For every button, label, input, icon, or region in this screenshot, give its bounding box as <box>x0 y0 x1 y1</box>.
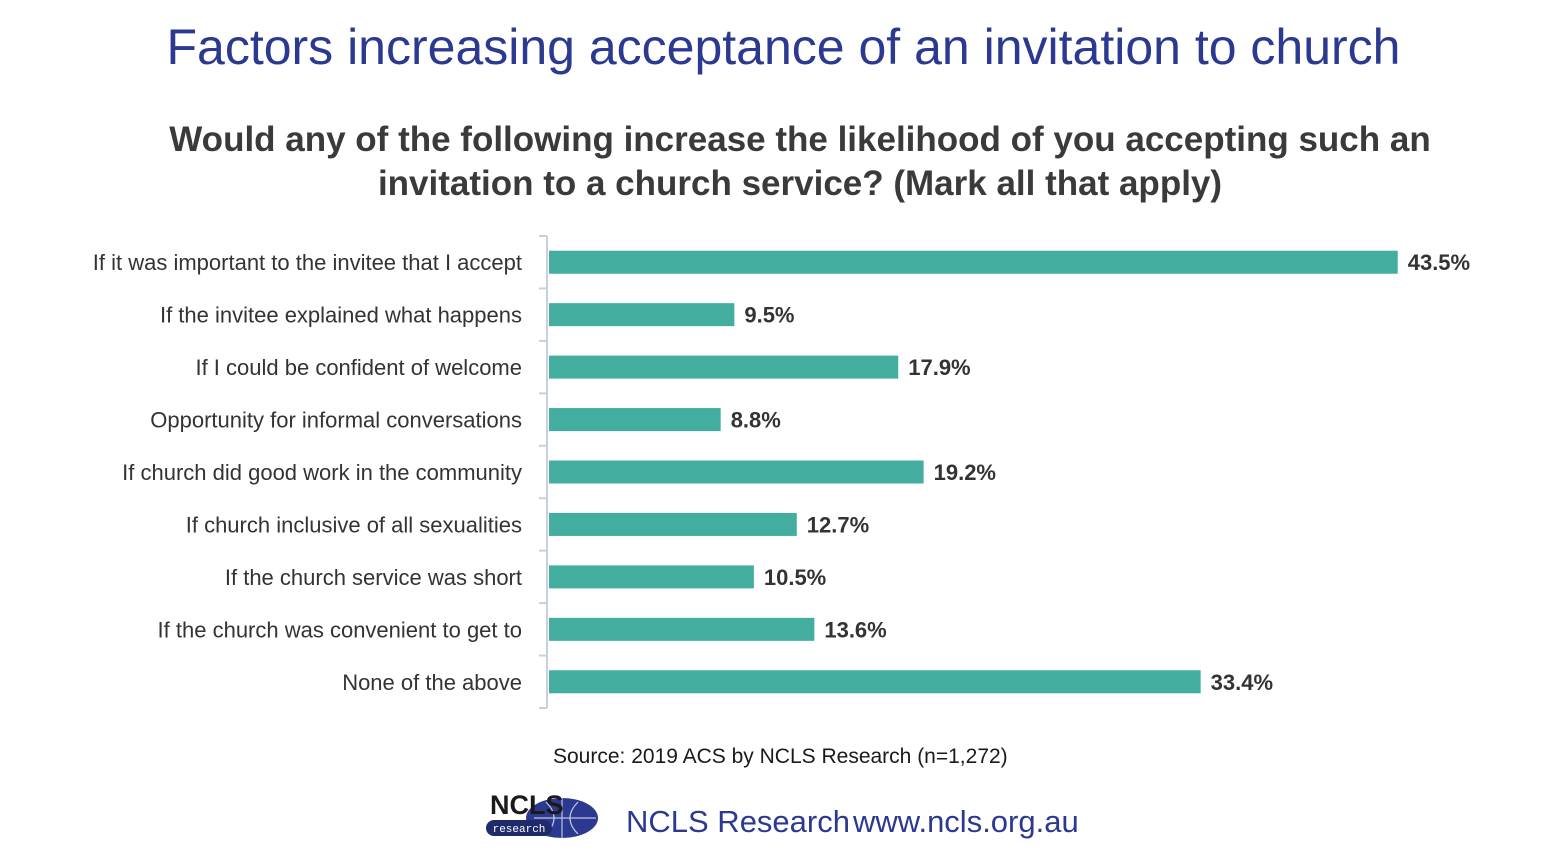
bar <box>549 250 1398 274</box>
data-label: 43.5% <box>1408 250 1470 275</box>
category-label: If church inclusive of all sexualities <box>186 512 522 537</box>
logo-wordmark: NCLS <box>490 790 564 820</box>
bar <box>549 355 899 379</box>
category-label: If I could be confident of welcome <box>195 355 522 380</box>
data-label: 12.7% <box>807 512 869 537</box>
category-label: If the invitee explained what happens <box>160 303 522 328</box>
bar <box>549 303 735 327</box>
chart-title: Factors increasing acceptance of an invi… <box>166 19 1401 75</box>
bar <box>549 408 721 432</box>
footer-url-link[interactable]: www.ncls.org.au <box>853 804 1079 839</box>
category-label: If church did good work in the community <box>122 460 522 485</box>
category-label: Opportunity for informal conversations <box>150 408 522 433</box>
category-label: If the church was convenient to get to <box>158 617 522 642</box>
data-label: 9.5% <box>744 303 794 328</box>
bar <box>549 512 797 536</box>
data-label: 33.4% <box>1211 670 1273 695</box>
data-label: 10.5% <box>764 565 826 590</box>
bar <box>549 460 924 484</box>
data-label: 13.6% <box>824 617 886 642</box>
data-label: 19.2% <box>934 460 996 485</box>
source-note: Source: 2019 ACS by NCLS Research (n=1,2… <box>553 745 1008 768</box>
chart-subtitle: Would any of the following increase the … <box>169 120 1431 203</box>
ncls-logo: NCLS research <box>486 790 598 838</box>
category-label: If the church service was short <box>225 565 522 590</box>
footer-org-name: NCLS Research <box>626 804 850 839</box>
logo-subtext: research <box>493 824 546 836</box>
data-label: 8.8% <box>731 408 781 433</box>
bar <box>549 670 1201 694</box>
category-label: If it was important to the invitee that … <box>93 250 522 275</box>
data-label: 17.9% <box>908 355 970 380</box>
bar <box>549 617 815 641</box>
category-label: None of the above <box>342 670 522 695</box>
bar <box>549 565 754 589</box>
